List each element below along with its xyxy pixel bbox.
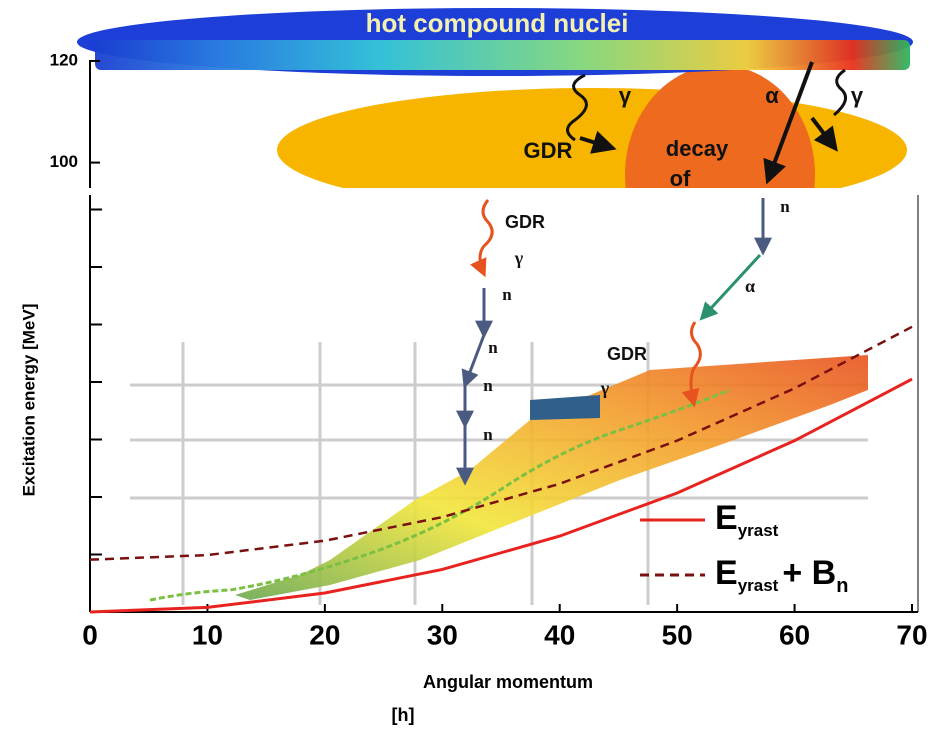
annotation: n	[488, 338, 498, 357]
decay-region	[625, 65, 815, 188]
population-map	[235, 355, 868, 600]
annotation: GDR	[505, 212, 545, 232]
x-tick-label: 60	[779, 619, 810, 650]
annotation: α	[765, 83, 779, 108]
legend-label: Eyrast + Bn	[715, 554, 848, 597]
neutron-arrow	[461, 334, 486, 389]
legend-text: E	[715, 499, 738, 537]
x-axis-label: Angular momentum	[423, 672, 593, 692]
annotation: hot compound nuclei	[366, 8, 629, 38]
inset-y-tick-label: 100	[50, 152, 78, 171]
x-tick-label: 10	[192, 619, 223, 650]
legend-text: yrast	[738, 576, 779, 595]
annotation: n	[483, 376, 493, 395]
annotation: n	[502, 285, 512, 304]
wavy-gamma	[566, 73, 588, 142]
inset-y-tick-label: 120	[50, 50, 78, 69]
x-tick-label: 70	[896, 619, 927, 650]
annotation: γ	[851, 83, 864, 108]
y-axis-label: Excitation energy [MeV]	[19, 304, 38, 497]
series-line	[89, 325, 913, 561]
alpha-arrow	[699, 253, 762, 321]
arrow	[763, 61, 814, 185]
decay-path	[149, 388, 731, 602]
gamma-arrow	[469, 199, 494, 278]
annotation: decay	[666, 136, 729, 161]
annotation: n	[780, 197, 790, 216]
legend-text: yrast	[738, 521, 779, 540]
gamma-arrow	[681, 321, 702, 408]
x-tick-label: 30	[427, 619, 458, 650]
x-tick-label: 50	[662, 619, 693, 650]
annotation: γ	[619, 83, 632, 108]
annotation: of	[670, 166, 691, 191]
annotation: n	[483, 425, 493, 444]
decay-arrows	[456, 198, 772, 486]
population-map	[530, 395, 600, 420]
inset-art	[77, 8, 913, 188]
wavy-gamma	[833, 68, 848, 117]
annotation: GDR	[524, 138, 573, 163]
series-line	[89, 377, 913, 614]
annotation: γ	[600, 378, 610, 398]
x-axis-label: [h]	[392, 705, 415, 725]
annotation: γ	[514, 248, 524, 268]
legend-label: Eyrast	[715, 499, 779, 541]
x-tick-label: 20	[309, 619, 340, 650]
hot-nuclei-map	[95, 40, 910, 70]
arrow	[810, 116, 838, 152]
arrow	[579, 130, 617, 154]
annotation: GDR	[607, 344, 647, 364]
legend-text: n	[836, 575, 848, 597]
legend-text: + B	[782, 554, 836, 592]
x-tick-label: 40	[544, 619, 575, 650]
x-tick-label: 0	[82, 619, 98, 650]
legend-text: E	[715, 554, 738, 592]
annotation: α	[745, 276, 755, 296]
